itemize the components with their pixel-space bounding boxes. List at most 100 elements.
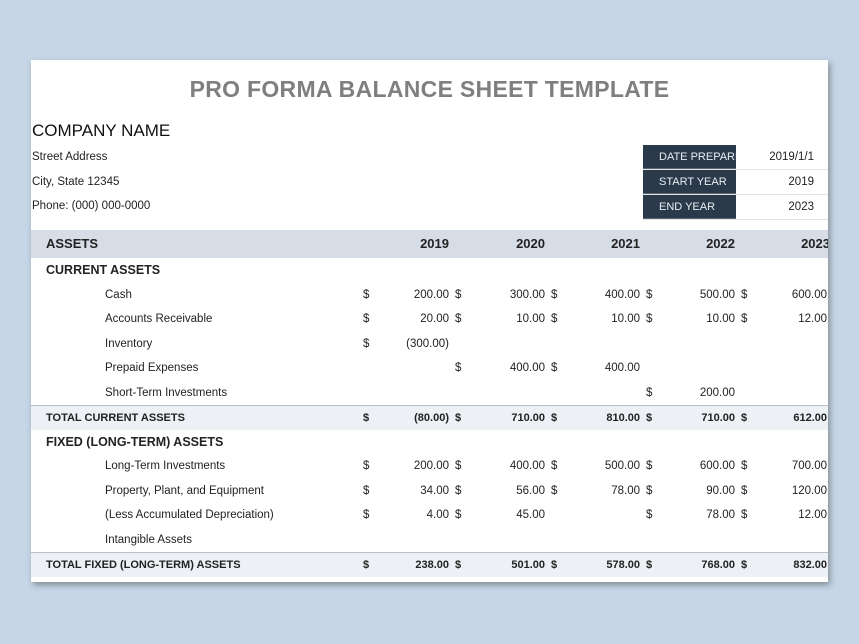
amount: 612.00	[793, 412, 827, 424]
value-cell[interactable]: $300.00	[452, 283, 548, 307]
amount: 34.00	[420, 484, 449, 497]
value-cell[interactable]: $400.00	[548, 356, 643, 380]
amount: 12.00	[798, 509, 827, 521]
amount: 78.00	[611, 484, 640, 497]
year-header: 2019	[420, 236, 449, 251]
value-cell[interactable]: $710.00	[452, 406, 548, 430]
row-label[interactable]: Property, Plant, and Equipment	[105, 484, 264, 497]
value-cell[interactable]: $832.00	[738, 553, 828, 577]
value-cell[interactable]: $500.00	[548, 454, 643, 478]
value-cell[interactable]: $45.00	[452, 503, 548, 527]
amount: 20.00	[420, 313, 449, 325]
value-cell[interactable]: $238.00	[360, 553, 452, 577]
end-year-value[interactable]: 2023	[788, 201, 814, 213]
sheet-title: PRO FORMA BALANCE SHEET TEMPLATE	[189, 76, 670, 102]
value-cell[interactable]: $10.00	[643, 307, 738, 331]
table-row: Property, Plant, and Equipment $34.00 $56.…	[31, 479, 828, 503]
amount: 500.00	[699, 288, 735, 301]
currency-symbol: $	[646, 484, 653, 497]
value-cell[interactable]: $ (300.00)	[360, 332, 452, 356]
value-cell[interactable]: $20.00	[360, 307, 452, 331]
amount: 400.00	[604, 362, 640, 374]
phone[interactable]: Phone: (000) 000-0000	[32, 200, 151, 212]
value-cell[interactable]: $90.00	[643, 479, 738, 503]
value-cell[interactable]: $78.00	[643, 503, 738, 527]
row-label[interactable]: Cash	[105, 288, 132, 301]
value-cell[interactable]: $34.00	[360, 479, 452, 503]
currency-symbol: $	[455, 460, 462, 472]
row-label[interactable]: Prepaid Expenses	[105, 362, 199, 374]
row-label[interactable]: FIXED (LONG-TERM) ASSETS	[46, 434, 224, 449]
value-cell[interactable]: $810.00	[548, 406, 643, 430]
currency-symbol: $	[551, 559, 558, 571]
city-state[interactable]: City, State 12345	[32, 176, 120, 188]
start-year-value[interactable]: 2019	[788, 176, 814, 188]
value-cell[interactable]: $200.00	[643, 381, 738, 405]
value-cell[interactable]: $12.00	[738, 307, 828, 331]
amount: 768.00	[701, 559, 735, 571]
street-address[interactable]: Street Address	[32, 151, 108, 163]
row-label[interactable]: Short-Term Investments	[105, 386, 228, 399]
amount: 710.00	[511, 412, 545, 424]
row-label[interactable]: (Less Accumulated Depreciation)	[105, 509, 274, 521]
assets-header: ASSETS	[46, 236, 99, 251]
currency-symbol: $	[551, 412, 558, 424]
value-cell[interactable]: $612.00	[738, 406, 828, 430]
value-cell[interactable]: $500.00	[643, 283, 738, 307]
value-cell[interactable]: $501.00	[452, 553, 548, 577]
amount: 600.00	[699, 460, 735, 472]
value-cell[interactable]: $700.00	[738, 454, 828, 478]
date-prepared-label: DATE PREPARED	[643, 145, 736, 169]
value-cell[interactable]: $10.00	[548, 307, 643, 331]
row-label[interactable]: CURRENT ASSETS	[46, 263, 161, 277]
amount: 78.00	[706, 509, 735, 521]
value-cell[interactable]: $4.00	[360, 503, 452, 527]
amount: 120.00	[791, 484, 827, 497]
value-cell[interactable]: $600.00	[643, 454, 738, 478]
amount: 12.00	[798, 313, 827, 325]
value-cell[interactable]: $10.00	[452, 307, 548, 331]
spreadsheet: PRO FORMA BALANCE SHEET TEMPLATE COMPANY…	[31, 60, 828, 582]
amount: 238.00	[415, 559, 449, 571]
value-cell[interactable]: $56.00	[452, 479, 548, 503]
value-cell[interactable]: $710.00	[643, 406, 738, 430]
amount: 300.00	[509, 288, 545, 301]
row-label[interactable]: Accounts Receivable	[105, 313, 213, 325]
row-label[interactable]: Long-Term Investments	[105, 460, 226, 472]
amount: 400.00	[509, 460, 545, 472]
currency-symbol: $	[646, 509, 653, 521]
row-label[interactable]: Inventory	[105, 337, 153, 350]
value-cell[interactable]: $400.00	[452, 454, 548, 478]
currency-symbol: $	[363, 288, 370, 301]
company-name[interactable]: COMPANY NAME	[32, 121, 171, 140]
table-row: Accounts Receivable $20.00 $10.00 $10.00 $10…	[31, 307, 828, 331]
currency-symbol: $	[455, 412, 462, 424]
value-cell[interactable]: $120.00	[738, 479, 828, 503]
value-cell[interactable]: $578.00	[548, 553, 643, 577]
currency-symbol: $	[551, 288, 558, 301]
currency-symbol: $	[646, 313, 653, 325]
section-row: CURRENT ASSETS	[31, 258, 828, 282]
amount: 400.00	[509, 362, 545, 374]
value-cell[interactable]: $200.00	[360, 283, 452, 307]
amount: 700.00	[791, 460, 827, 472]
value-cell[interactable]: $400.00	[548, 283, 643, 307]
row-label[interactable]: TOTAL FIXED (LONG-TERM) ASSETS	[46, 559, 241, 571]
currency-symbol: $	[646, 559, 653, 571]
amount: 10.00	[516, 313, 545, 325]
value-cell[interactable]: $12.00	[738, 503, 828, 527]
row-label[interactable]: TOTAL CURRENT ASSETS	[46, 412, 185, 424]
year-header: 2023	[801, 236, 828, 251]
value-cell[interactable]: $400.00	[452, 356, 548, 380]
currency-symbol: $	[363, 484, 370, 497]
amount: 578.00	[606, 559, 640, 571]
value-cell[interactable]: $768.00	[643, 553, 738, 577]
value-cell[interactable]: $200.00	[360, 454, 452, 478]
value-cell[interactable]: $78.00	[548, 479, 643, 503]
currency-symbol: $	[741, 412, 748, 424]
value-cell[interactable]: $600.00	[738, 283, 828, 307]
row-label[interactable]: Intangible Assets	[105, 533, 192, 546]
date-prepared-value[interactable]: 2019/1/1	[769, 151, 814, 163]
amount: (80.00)	[414, 412, 449, 424]
value-cell[interactable]: $ (80.00)	[360, 406, 452, 430]
